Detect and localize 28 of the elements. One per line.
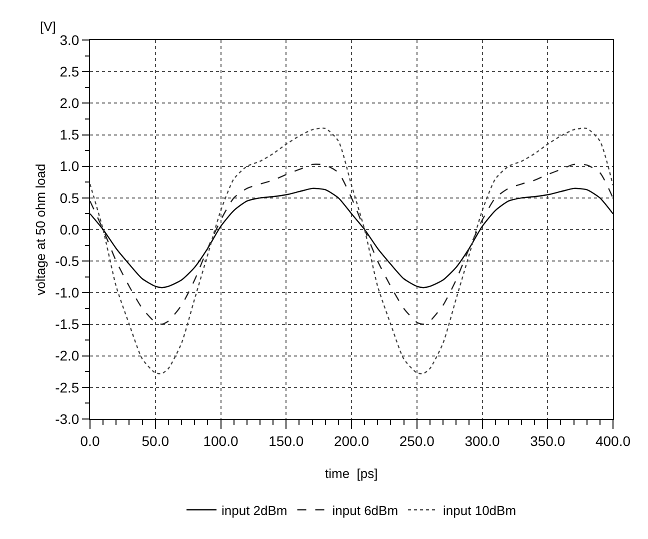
legend-label: input 10dBm	[443, 502, 516, 518]
x-tick-label: 350.0	[530, 432, 566, 449]
y-tick-label: -1.0	[55, 284, 80, 301]
y-tick-label: -2.5	[55, 379, 80, 396]
y-tick-label: 2.5	[60, 63, 80, 80]
x-tick-label: 150.0	[268, 432, 304, 449]
y-tick-label: 1.0	[60, 158, 80, 174]
y-tick-label: -0.5	[55, 252, 80, 269]
x-tick-label: 400.0	[595, 432, 631, 449]
x-tick-label: 250.0	[399, 432, 435, 449]
x-tick-label: 200.0	[334, 432, 370, 449]
x-tick-label: 300.0	[464, 432, 500, 449]
legend-label: input 2dBm	[222, 502, 288, 518]
y-tick-label: 1.5	[60, 126, 80, 143]
y-tick-label: 3.0	[60, 32, 80, 48]
x-tick-label: 100.0	[203, 432, 238, 449]
y-tick-label: -3.0	[55, 410, 80, 427]
y-tick-label: -2.0	[55, 348, 80, 364]
y-tick-label: 2.0	[60, 95, 80, 112]
text: [V]	[40, 19, 56, 34]
x-tick-label: 0.0	[80, 432, 100, 449]
y-tick-label: 0.0	[60, 221, 80, 238]
y-axis-title: voltage at 50 ohm load	[33, 164, 48, 296]
y-tick-label: 0.5	[60, 190, 80, 206]
y-tick-label: -1.5	[55, 316, 80, 332]
x-axis-title: time [ps]	[325, 466, 378, 481]
legend-label: input 6dBm	[332, 502, 398, 518]
x-tick-label: 50.0	[142, 432, 170, 449]
